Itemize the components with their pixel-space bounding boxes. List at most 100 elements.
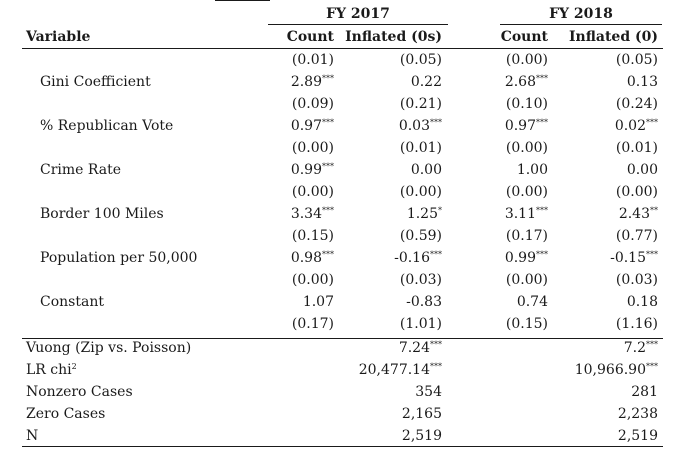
cell-count-2017-significance: ***: [322, 250, 334, 259]
cell-count-2018-value: (0.10): [505, 96, 548, 112]
cell-count-2018-significance: ***: [536, 118, 548, 127]
stat-label-text: Vuong (Zip vs. Poisson): [26, 340, 192, 356]
stat-value-2018: 281: [560, 384, 658, 400]
cell-inflated-2017-value: (0.03): [399, 272, 442, 288]
cell-count-2018-value: 0.99: [504, 250, 536, 266]
cell-count-2018-significance: ***: [536, 206, 548, 215]
cell-count-2017: 1.07: [250, 294, 334, 310]
stat-value-2018-significance: ***: [646, 362, 658, 371]
cell-count-2018: 0.97***: [460, 118, 548, 134]
cell-count-2017: 2.89***: [250, 74, 334, 90]
cell-count-2017: 0.97***: [250, 118, 334, 134]
cell-count-2018-value: 1.00: [516, 162, 548, 178]
cell-inflated-2018-value: 0.00: [626, 162, 658, 178]
cell-inflated-2017-value: (0.05): [399, 52, 442, 68]
cell-inflated-2017-value: (0.59): [399, 228, 442, 244]
cell-count-2017-value: (0.00): [291, 272, 334, 288]
header-inflated-2017: Inflated (0s): [345, 29, 442, 45]
stat-value-2017: 2,519: [334, 428, 442, 444]
header-group-fy2017: FY 2017: [326, 6, 390, 22]
cell-inflated-2017: (1.01): [334, 316, 442, 332]
header-rule: [22, 48, 663, 49]
cell-inflated-2018-value: 0.02: [614, 118, 646, 134]
stat-value-2017-value: 354: [415, 384, 442, 400]
cell-count-2018: 0.74: [460, 294, 548, 310]
cell-count-2017: (0.17): [250, 316, 334, 332]
stat-label: LR chi2: [26, 362, 77, 378]
cell-inflated-2018: (0.77): [560, 228, 658, 244]
cell-inflated-2017-value: (0.01): [399, 140, 442, 156]
cell-count-2017: (0.00): [250, 140, 334, 156]
cell-count-2018: 2.68***: [460, 74, 548, 90]
cell-inflated-2018-significance: ***: [646, 250, 658, 259]
cell-inflated-2018-value: (0.05): [615, 52, 658, 68]
cell-count-2017-value: 0.97: [290, 118, 322, 134]
stats-rule: [22, 338, 663, 339]
cell-inflated-2018: (0.03): [560, 272, 658, 288]
stat-label: Zero Cases: [26, 406, 105, 422]
cell-count-2017-value: 0.99: [290, 162, 322, 178]
cell-count-2017: (0.00): [250, 272, 334, 288]
cell-count-2017-value: 2.89: [290, 74, 322, 90]
cell-inflated-2018-value: (0.24): [615, 96, 658, 112]
cell-inflated-2017-significance: ***: [430, 250, 442, 259]
group-rule-fy2017: [268, 24, 448, 25]
cell-inflated-2017-value: 0.00: [410, 162, 442, 178]
stat-label-text: Nonzero Cases: [26, 384, 133, 400]
stat-value-2018: 2,519: [560, 428, 658, 444]
cell-count-2018: (0.17): [460, 228, 548, 244]
cell-count-2017-value: 3.34: [290, 206, 322, 222]
cell-count-2017-significance: ***: [322, 162, 334, 171]
cell-inflated-2017-value: -0.83: [406, 294, 442, 310]
cell-inflated-2018-value: 0.13: [626, 74, 658, 90]
cell-count-2017: (0.15): [250, 228, 334, 244]
cell-count-2018: (0.00): [460, 140, 548, 156]
cell-inflated-2018-value: (1.16): [615, 316, 658, 332]
cell-inflated-2018: 0.02***: [560, 118, 658, 134]
cell-count-2017: 3.34***: [250, 206, 334, 222]
cell-inflated-2018-value: (0.77): [615, 228, 658, 244]
cell-count-2017: 0.98***: [250, 250, 334, 266]
cell-count-2018-value: (0.15): [505, 316, 548, 332]
cell-inflated-2017: (0.05): [334, 52, 442, 68]
cell-count-2017-value: 1.07: [302, 294, 334, 310]
cell-inflated-2017: -0.16***: [334, 250, 442, 266]
stat-value-2018: 2,238: [560, 406, 658, 422]
cell-inflated-2018: (0.00): [560, 184, 658, 200]
row-label: Crime Rate: [40, 162, 122, 178]
row-label: % Republican Vote: [40, 118, 174, 134]
group-rule-fy2018: [500, 24, 662, 25]
stat-label: N: [26, 428, 38, 444]
cell-inflated-2017: (0.59): [334, 228, 442, 244]
cell-inflated-2017-value: 0.22: [410, 74, 442, 90]
cell-count-2018-value: (0.17): [505, 228, 548, 244]
cell-count-2018: (0.00): [460, 52, 548, 68]
stat-label-text: N: [26, 428, 39, 444]
cell-inflated-2017: 0.03***: [334, 118, 442, 134]
cell-count-2018: (0.15): [460, 316, 548, 332]
stat-value-2018-value: 281: [631, 384, 658, 400]
cell-count-2018: 1.00: [460, 162, 548, 178]
cell-inflated-2018-value: (0.01): [615, 140, 658, 156]
cell-count-2017-value: (0.00): [291, 184, 334, 200]
cell-inflated-2017-significance: *: [438, 206, 442, 215]
cell-count-2017: (0.00): [250, 184, 334, 200]
stat-value-2018: 10,966.90***: [560, 362, 658, 378]
cell-inflated-2017-value: 0.03: [398, 118, 430, 134]
cell-inflated-2018-value: (0.00): [615, 184, 658, 200]
header-inflated-2018: Inflated (0): [568, 29, 658, 45]
row-label: Population per 50,000: [40, 250, 198, 266]
cell-count-2018-value: 3.11: [504, 206, 536, 222]
stat-value-2017-significance: ***: [430, 340, 442, 349]
cell-inflated-2017: (0.01): [334, 140, 442, 156]
cell-inflated-2018-value: 2.43: [618, 206, 650, 222]
cell-inflated-2018-significance: ***: [646, 118, 658, 127]
cell-count-2018-value: (0.00): [505, 52, 548, 68]
cell-inflated-2018: (0.05): [560, 52, 658, 68]
stat-label-text: LR chi: [26, 362, 72, 378]
cell-count-2017-significance: ***: [322, 74, 334, 83]
cell-count-2017: (0.01): [250, 52, 334, 68]
header-count-2017: Count: [286, 29, 334, 45]
cell-count-2017-value: (0.00): [291, 140, 334, 156]
